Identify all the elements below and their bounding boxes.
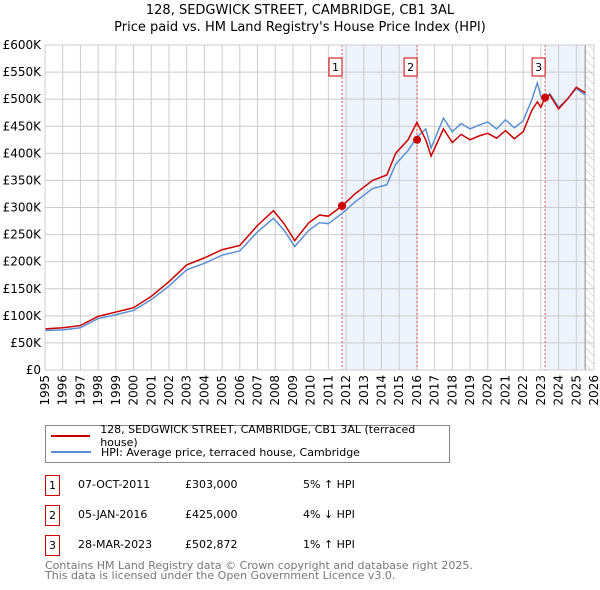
sale-hpi-diff: 1% ↑ HPI — [303, 538, 355, 551]
sale-label: 2 — [407, 61, 414, 74]
sale-date: 05-JAN-2016 — [78, 508, 148, 521]
sale-label: 3 — [535, 61, 542, 74]
sale-marker-box: 2 — [45, 505, 60, 526]
y-tick-label: £100K — [3, 309, 43, 323]
legend: 128, SEDGWICK STREET, CAMBRIDGE, CB1 3AL… — [45, 423, 450, 463]
y-tick-label: £500K — [3, 92, 43, 106]
x-tick-label: 2025 — [569, 375, 583, 406]
x-tick-label: 2010 — [304, 375, 318, 406]
footer-line: This data is licensed under the Open Gov… — [45, 569, 396, 582]
x-tick-label: 2019 — [463, 375, 477, 406]
price-chart: £0 £50K £100K £150K £200K £250K £300K £350K £400… — [3, 38, 600, 406]
legend-item-hpi: HPI: Average price, terraced house, Camb… — [46, 444, 360, 460]
sale-marker-box: 3 — [45, 535, 60, 556]
x-tick-label: 2012 — [339, 375, 353, 406]
sale-price: £303,000 — [185, 478, 238, 491]
x-tick-label: 2018 — [445, 375, 459, 406]
x-tick-label: 2002 — [162, 375, 176, 406]
sale-date: 07-OCT-2011 — [78, 478, 151, 491]
y-tick-label: £450K — [3, 119, 43, 133]
legend-label: HPI: Average price, terraced house, Camb… — [101, 445, 360, 459]
x-tick-label: 2013 — [357, 375, 371, 406]
sale-point — [413, 135, 422, 144]
chart-subtitle: Price paid vs. HM Land Registry's House … — [114, 20, 486, 35]
y-tick-label: £350K — [3, 173, 43, 187]
y-tick-label: £250K — [3, 228, 43, 242]
y-tick-label: £600K — [3, 38, 43, 52]
x-tick-label: 2011 — [321, 375, 335, 406]
x-tick-label: 2016 — [410, 375, 424, 406]
x-tick-label: 2023 — [534, 375, 548, 406]
sale-hpi-diff: 4% ↓ HPI — [303, 508, 355, 521]
x-tick-label: 2009 — [286, 375, 300, 406]
y-tick-label: £0 — [26, 363, 41, 377]
x-tick-label: 2001 — [144, 375, 158, 406]
x-tick-label: 2005 — [215, 375, 229, 406]
x-tick-label: 1997 — [73, 375, 87, 406]
sale-label: 1 — [332, 61, 339, 74]
y-tick-label: £50K — [10, 336, 42, 350]
sale-date: 28-MAR-2023 — [78, 538, 153, 551]
footer: Contains HM Land Registry data © Crown c… — [45, 559, 473, 582]
x-tick-label: 1996 — [56, 375, 70, 406]
sale-row: 3 28-MAR-2023 £502,872 1% ↑ HPI — [45, 535, 445, 556]
x-tick-label: 1998 — [91, 375, 105, 406]
x-tick-label: 2017 — [428, 375, 442, 406]
y-tick-label: £200K — [3, 255, 43, 269]
x-tick-label: 2024 — [552, 375, 566, 406]
y-tick-label: £400K — [3, 146, 43, 160]
sale-price: £502,872 — [185, 538, 238, 551]
x-tick-label: 2022 — [516, 375, 530, 406]
property-line — [44, 86, 586, 330]
x-tick-label: 2026 — [587, 375, 600, 406]
sale-point — [337, 201, 346, 210]
legend-item-property: 128, SEDGWICK STREET, CAMBRIDGE, CB1 3AL… — [46, 423, 449, 449]
plot-border — [44, 44, 595, 371]
x-tick-label: 2020 — [481, 375, 495, 406]
hpi-line — [44, 80, 586, 332]
sale-hpi-diff: 5% ↑ HPI — [303, 478, 355, 491]
legend-label: 128, SEDGWICK STREET, CAMBRIDGE, CB1 3AL… — [100, 423, 416, 449]
sale-label-box — [328, 57, 343, 77]
sale-row: 2 05-JAN-2016 £425,000 4% ↓ HPI — [45, 505, 445, 526]
x-tick-label: 2021 — [498, 375, 512, 406]
y-tick-label: £300K — [3, 201, 43, 215]
sale-point — [541, 93, 550, 102]
x-tick-label: 1995 — [38, 375, 52, 406]
sale-label-box — [531, 57, 546, 77]
x-tick-label: 2003 — [180, 375, 194, 406]
legend-line-blue — [51, 451, 91, 453]
y-tick-label: £550K — [3, 65, 43, 79]
x-tick-label: 2008 — [268, 375, 282, 406]
chart-title: 128, SEDGWICK STREET, CAMBRIDGE, CB1 3AL — [145, 3, 455, 18]
x-tick-label: 2000 — [127, 375, 141, 406]
sale-price: £425,000 — [185, 508, 238, 521]
x-tick-label: 2006 — [233, 375, 247, 406]
sale-label-box — [403, 57, 418, 77]
legend-line-red — [51, 435, 91, 437]
x-tick-label: 2014 — [374, 375, 388, 406]
x-tick-label: 2004 — [197, 375, 211, 406]
x-tick-label: 1999 — [109, 375, 123, 406]
x-tick-label: 2007 — [251, 375, 265, 406]
footer-line: Contains HM Land Registry data © Crown c… — [45, 559, 473, 572]
sale-marker-box: 1 — [45, 475, 60, 496]
x-tick-label: 2015 — [392, 375, 406, 406]
sale-row: 1 07-OCT-2011 £303,000 5% ↑ HPI — [45, 475, 445, 496]
y-tick-label: £150K — [3, 282, 43, 296]
